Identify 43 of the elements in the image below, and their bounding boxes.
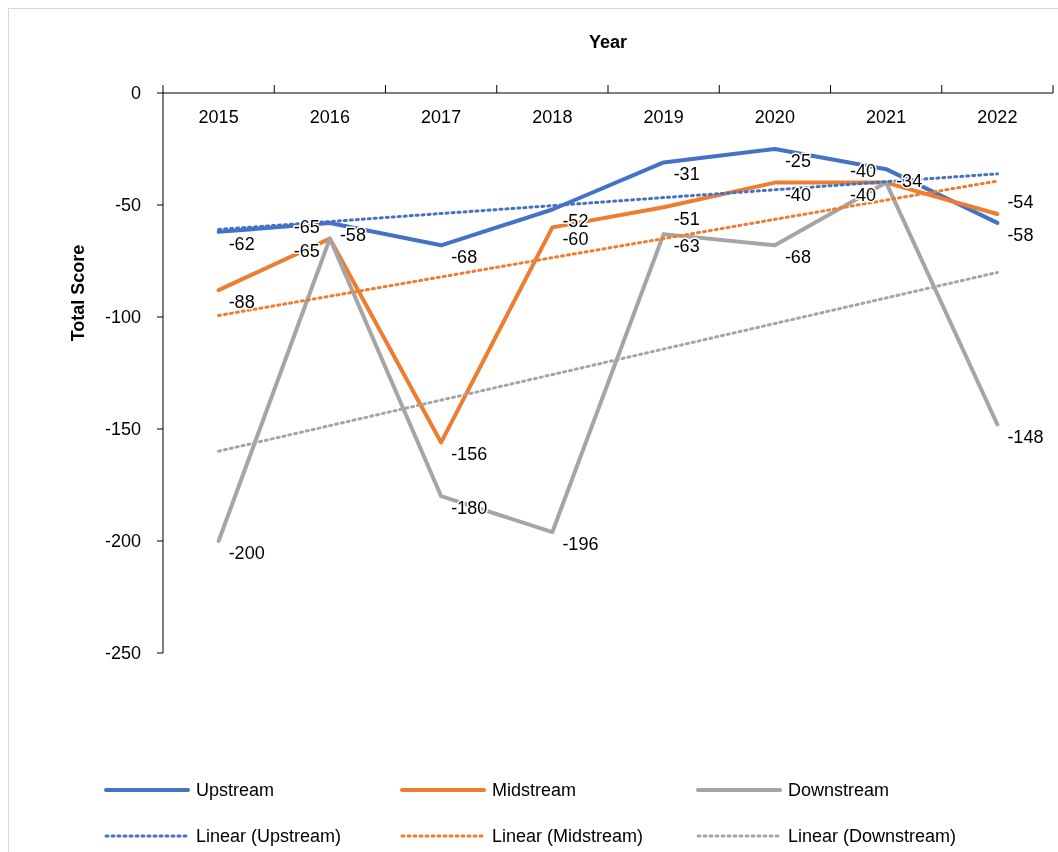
data-label: -68	[784, 247, 811, 268]
data-label: -58	[339, 224, 366, 245]
data-label: -156	[451, 444, 488, 465]
data-label: -196	[562, 534, 599, 555]
data-label: -31	[673, 164, 700, 185]
legend-label: Linear (Upstream)	[196, 826, 342, 847]
y-tick-label: 0	[130, 83, 141, 104]
legend-label: Linear (Midstream)	[492, 826, 644, 847]
legend-label: Upstream	[196, 780, 275, 801]
data-label: -200	[228, 543, 265, 563]
y-tick-label: -150	[104, 419, 141, 440]
y-tick-label: -200	[104, 531, 141, 552]
data-label: -40	[850, 184, 877, 205]
data-label: -62	[228, 233, 255, 254]
data-label: -40	[784, 184, 811, 205]
legend-label: Downstream	[788, 780, 890, 801]
x-tick-label: 2018	[532, 107, 573, 127]
x-tick-label: 2017	[421, 107, 462, 127]
data-label: -25	[784, 151, 811, 171]
x-tick-label: 2020	[754, 107, 795, 127]
data-label: -58	[1007, 224, 1034, 245]
legend-label: Midstream	[492, 780, 577, 801]
data-label: -88	[228, 292, 255, 313]
data-label: -180	[451, 498, 488, 519]
data-label: -34	[896, 171, 923, 192]
y-axis-title: Total Score	[68, 244, 88, 342]
x-tick-label: 2019	[643, 107, 684, 127]
data-label: -51	[673, 209, 700, 230]
x-tick-label: 2016	[309, 107, 350, 127]
y-tick-label: -50	[114, 195, 141, 216]
y-tick-label: -250	[104, 643, 141, 664]
x-tick-label: 2022	[977, 107, 1018, 127]
data-label: -68	[451, 247, 478, 268]
x-axis-title: Year	[588, 32, 628, 52]
data-label: -60	[562, 229, 589, 250]
y-tick-label: -100	[104, 307, 141, 328]
data-label: -148	[1007, 426, 1044, 447]
x-tick-label: 2021	[866, 107, 907, 127]
legend-label: Linear (Downstream)	[788, 826, 957, 847]
data-label: -63	[673, 236, 700, 257]
data-label: -40	[850, 160, 877, 181]
data-label: -54	[1007, 191, 1034, 212]
x-tick-label: 2015	[198, 107, 239, 127]
